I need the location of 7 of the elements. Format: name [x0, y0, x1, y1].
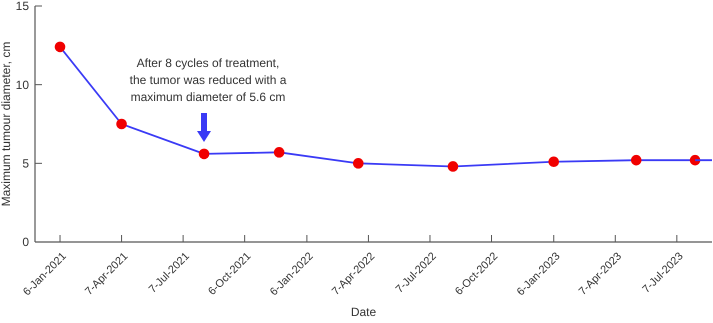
- y-tick-label: 0: [22, 235, 30, 250]
- annotation: After 8 cycles of treatment, the tumor was reduced with a maximum diameter of 5.6 cm: [130, 56, 287, 104]
- y-tick-label: 5: [22, 156, 30, 171]
- x-axis-title: Date: [350, 305, 376, 319]
- y-tick-label: 15: [16, 0, 30, 14]
- y-axis-title: Maximum tumour diameter, cm: [0, 42, 13, 206]
- y-tick-label: 10: [16, 78, 30, 92]
